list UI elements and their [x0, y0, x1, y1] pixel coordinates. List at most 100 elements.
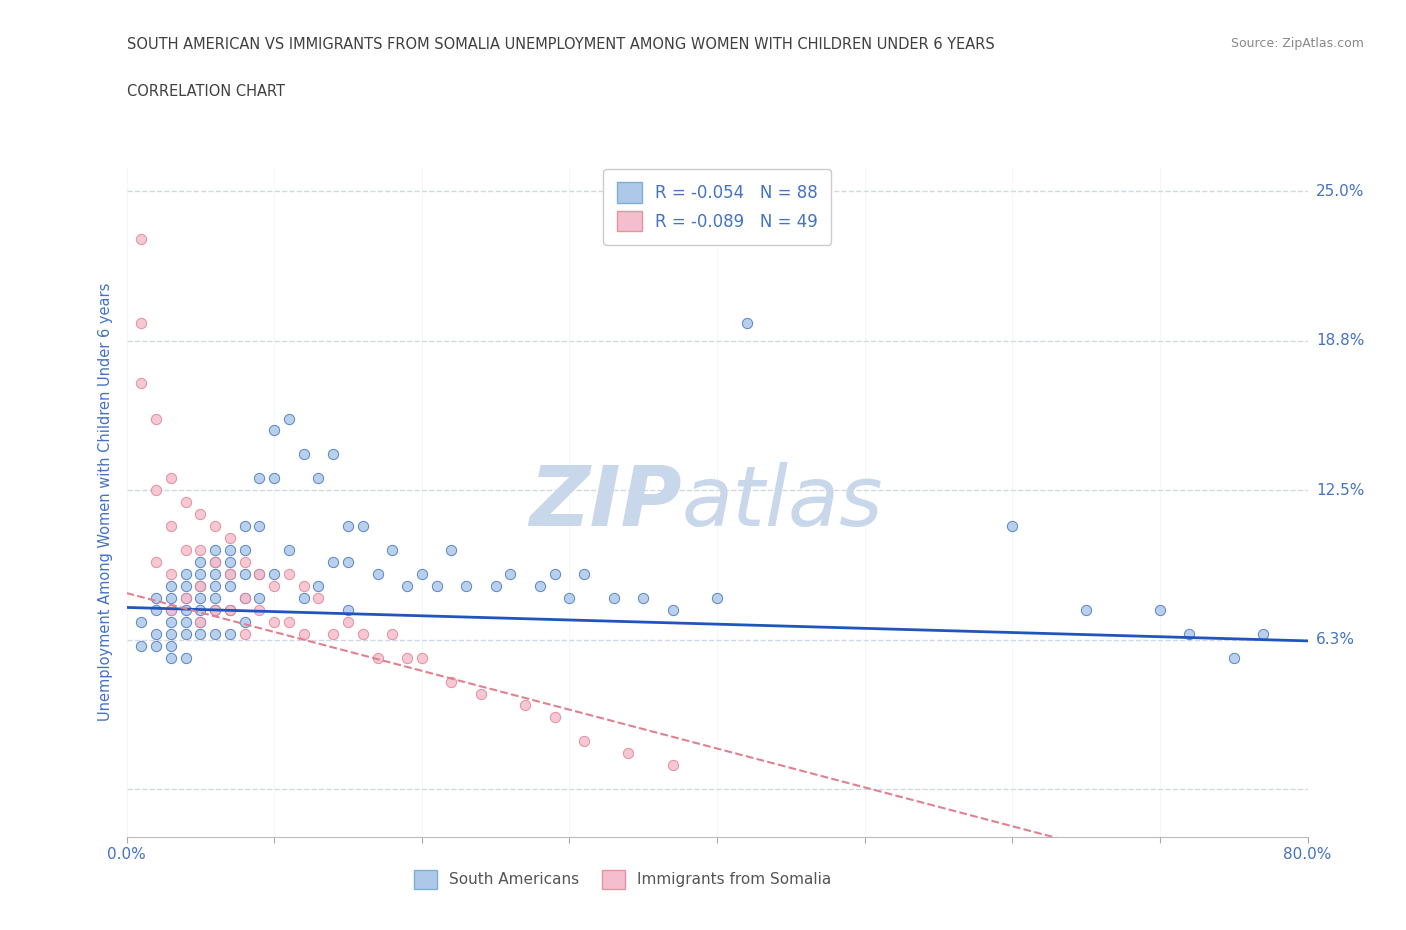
Point — [188, 626, 211, 641]
Point — [188, 566, 211, 581]
Point — [145, 591, 167, 605]
Point — [204, 603, 226, 618]
Text: ZIP: ZIP — [529, 461, 682, 543]
Point — [174, 578, 197, 593]
Point — [1076, 603, 1098, 618]
Point — [174, 495, 197, 510]
Point — [145, 483, 167, 498]
Point — [188, 554, 211, 569]
Point — [1149, 603, 1171, 618]
Point — [352, 519, 374, 534]
Point — [322, 554, 344, 569]
Text: Source: ZipAtlas.com: Source: ZipAtlas.com — [1230, 37, 1364, 50]
Point — [174, 615, 197, 630]
Point — [188, 615, 211, 630]
Text: SOUTH AMERICAN VS IMMIGRANTS FROM SOMALIA UNEMPLOYMENT AMONG WOMEN WITH CHILDREN: SOUTH AMERICAN VS IMMIGRANTS FROM SOMALI… — [127, 37, 994, 52]
Point — [515, 698, 537, 713]
Point — [1251, 626, 1274, 641]
Point — [159, 603, 183, 618]
Point — [366, 650, 388, 665]
Point — [381, 542, 404, 557]
Point — [484, 578, 508, 593]
Point — [219, 603, 242, 618]
Point — [204, 566, 226, 581]
Point — [322, 447, 344, 462]
Point — [292, 626, 315, 641]
Text: 18.8%: 18.8% — [1316, 333, 1364, 348]
Point — [219, 603, 242, 618]
Point — [352, 626, 374, 641]
Point — [396, 578, 419, 593]
Point — [278, 615, 301, 630]
Legend: South Americans, Immigrants from Somalia: South Americans, Immigrants from Somalia — [406, 862, 839, 897]
Point — [145, 626, 167, 641]
Text: 6.3%: 6.3% — [1316, 632, 1355, 647]
Point — [174, 566, 197, 581]
Point — [233, 591, 256, 605]
Point — [204, 603, 226, 618]
Point — [1222, 650, 1246, 665]
Point — [322, 626, 344, 641]
Point — [129, 315, 153, 330]
Point — [263, 615, 285, 630]
Point — [292, 578, 315, 593]
Point — [159, 471, 183, 485]
Point — [543, 566, 565, 581]
Point — [188, 591, 211, 605]
Point — [617, 746, 640, 761]
Point — [278, 566, 301, 581]
Point — [337, 554, 360, 569]
Point — [1178, 626, 1201, 641]
Point — [337, 615, 360, 630]
Point — [233, 542, 256, 557]
Point — [337, 519, 360, 534]
Point — [219, 626, 242, 641]
Point — [247, 566, 270, 581]
Point — [603, 591, 626, 605]
Point — [159, 615, 183, 630]
Point — [411, 566, 433, 581]
Text: 25.0%: 25.0% — [1316, 184, 1364, 199]
Point — [219, 531, 242, 546]
Point — [204, 519, 226, 534]
Point — [159, 566, 183, 581]
Point — [661, 758, 683, 773]
Point — [307, 471, 329, 485]
Text: atlas: atlas — [682, 461, 883, 543]
Point — [247, 603, 270, 618]
Point — [145, 603, 167, 618]
Point — [188, 578, 211, 593]
Point — [233, 615, 256, 630]
Point — [233, 626, 256, 641]
Point — [396, 650, 419, 665]
Point — [145, 638, 167, 653]
Point — [631, 591, 654, 605]
Point — [337, 603, 360, 618]
Point — [574, 734, 596, 749]
Y-axis label: Unemployment Among Women with Children Under 6 years: Unemployment Among Women with Children U… — [98, 283, 114, 722]
Point — [159, 578, 183, 593]
Point — [292, 447, 315, 462]
Point — [292, 591, 315, 605]
Point — [263, 578, 285, 593]
Point — [307, 591, 329, 605]
Point — [204, 542, 226, 557]
Point — [1001, 519, 1024, 534]
Point — [159, 603, 183, 618]
Point — [145, 411, 167, 426]
Point — [204, 626, 226, 641]
Point — [174, 591, 197, 605]
Point — [543, 710, 565, 724]
Point — [159, 591, 183, 605]
Point — [129, 638, 153, 653]
Point — [425, 578, 447, 593]
Point — [247, 471, 270, 485]
Text: 12.5%: 12.5% — [1316, 483, 1364, 498]
Point — [558, 591, 581, 605]
Point — [247, 591, 270, 605]
Point — [204, 578, 226, 593]
Point — [129, 615, 153, 630]
Point — [233, 591, 256, 605]
Point — [574, 566, 596, 581]
Text: CORRELATION CHART: CORRELATION CHART — [127, 84, 284, 99]
